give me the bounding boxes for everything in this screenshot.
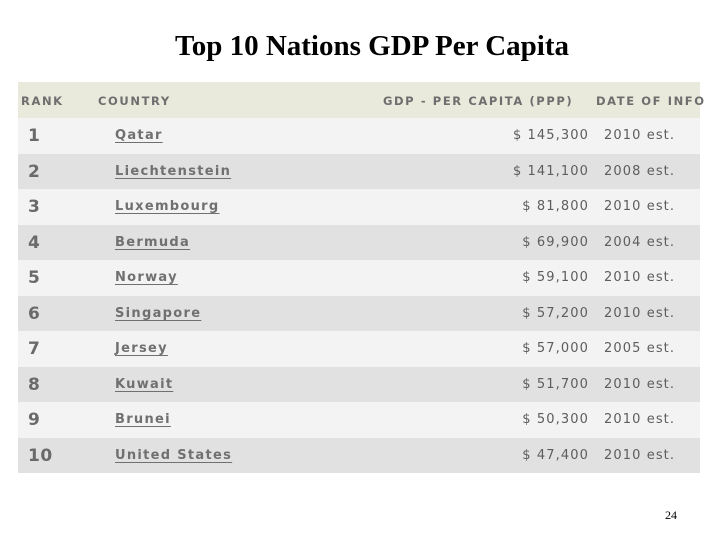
- country-link[interactable]: Luxembourg: [115, 199, 220, 214]
- table-row: 8 Kuwait $ 51,700 2010 est.: [18, 366, 700, 402]
- slide-title: Top 10 Nations GDP Per Capita: [175, 30, 569, 62]
- country-link[interactable]: Kuwait: [115, 376, 174, 392]
- gdp-cell: $ 57,000: [522, 341, 589, 356]
- rank-cell: 5: [28, 268, 41, 288]
- gdp-cell: $ 145,300: [512, 128, 589, 143]
- rank-cell: 1: [28, 126, 41, 146]
- table-row: 10 United States $ 47,400 2010 est.: [18, 437, 700, 473]
- country-link[interactable]: Jersey: [115, 341, 168, 356]
- table-header: RANK COUNTRY GDP - PER CAPITA (PPP) DATE…: [18, 82, 704, 118]
- gdp-cell: $ 81,800: [522, 199, 589, 214]
- table-row: 9 Brunei $ 50,300 2010 est.: [18, 402, 700, 438]
- gdp-cell: $ 50,300: [522, 412, 589, 427]
- country-link[interactable]: Norway: [115, 270, 178, 285]
- rank-cell: 7: [28, 339, 41, 359]
- rank-cell: 8: [28, 374, 41, 395]
- table-row: 2 Liechtenstein $ 141,100 2008 est.: [18, 153, 700, 189]
- gdp-cell: $ 141,100: [512, 163, 589, 179]
- rank-cell: 2: [28, 161, 41, 182]
- date-cell: 2010 est.: [604, 199, 676, 214]
- table-row: 1 Qatar $ 145,300 2010 est.: [18, 118, 700, 154]
- country-link[interactable]: Brunei: [115, 412, 171, 427]
- date-cell: 2010 est.: [604, 412, 676, 427]
- rank-cell: 4: [28, 232, 41, 253]
- rank-cell: 6: [28, 303, 41, 324]
- country-link[interactable]: Bermuda: [115, 234, 191, 250]
- table-row: 6 Singapore $ 57,200 2010 est.: [18, 295, 700, 331]
- country-link[interactable]: Qatar: [115, 128, 163, 143]
- table-row: 5 Norway $ 59,100 2010 est.: [18, 260, 700, 296]
- gdp-cell: $ 47,400: [522, 447, 589, 463]
- gdp-cell: $ 69,900: [522, 234, 589, 250]
- gdp-table: RANK COUNTRY GDP - PER CAPITA (PPP) DATE…: [18, 82, 704, 473]
- date-cell: 2005 est.: [604, 341, 676, 356]
- table-row: 7 Jersey $ 57,000 2005 est.: [18, 331, 700, 367]
- date-cell: 2010 est.: [604, 305, 676, 321]
- gdp-cell: $ 59,100: [522, 270, 589, 285]
- rank-cell: 3: [28, 197, 41, 217]
- date-cell: 2010 est.: [604, 270, 676, 285]
- gdp-cell: $ 57,200: [522, 305, 589, 321]
- header-country[interactable]: COUNTRY: [98, 94, 171, 108]
- table-row: 3 Luxembourg $ 81,800 2010 est.: [18, 189, 700, 225]
- date-cell: 2010 est.: [604, 447, 676, 463]
- rank-cell: 10: [28, 445, 53, 466]
- date-cell: 2004 est.: [604, 234, 676, 250]
- header-gdp-per-capita[interactable]: GDP - PER CAPITA (PPP): [383, 94, 574, 108]
- page-number: 24: [665, 508, 677, 522]
- rank-cell: 9: [28, 410, 41, 430]
- header-date-of-info[interactable]: DATE OF INFO: [596, 94, 706, 108]
- country-link[interactable]: Singapore: [115, 305, 202, 321]
- country-link[interactable]: Liechtenstein: [115, 163, 232, 179]
- table-row: 4 Bermuda $ 69,900 2004 est.: [18, 224, 700, 260]
- date-cell: 2010 est.: [604, 376, 676, 392]
- country-link[interactable]: United States: [115, 447, 233, 463]
- date-cell: 2008 est.: [604, 163, 676, 179]
- header-rank[interactable]: RANK: [21, 94, 64, 108]
- gdp-cell: $ 51,700: [522, 376, 589, 392]
- date-cell: 2010 est.: [604, 128, 676, 143]
